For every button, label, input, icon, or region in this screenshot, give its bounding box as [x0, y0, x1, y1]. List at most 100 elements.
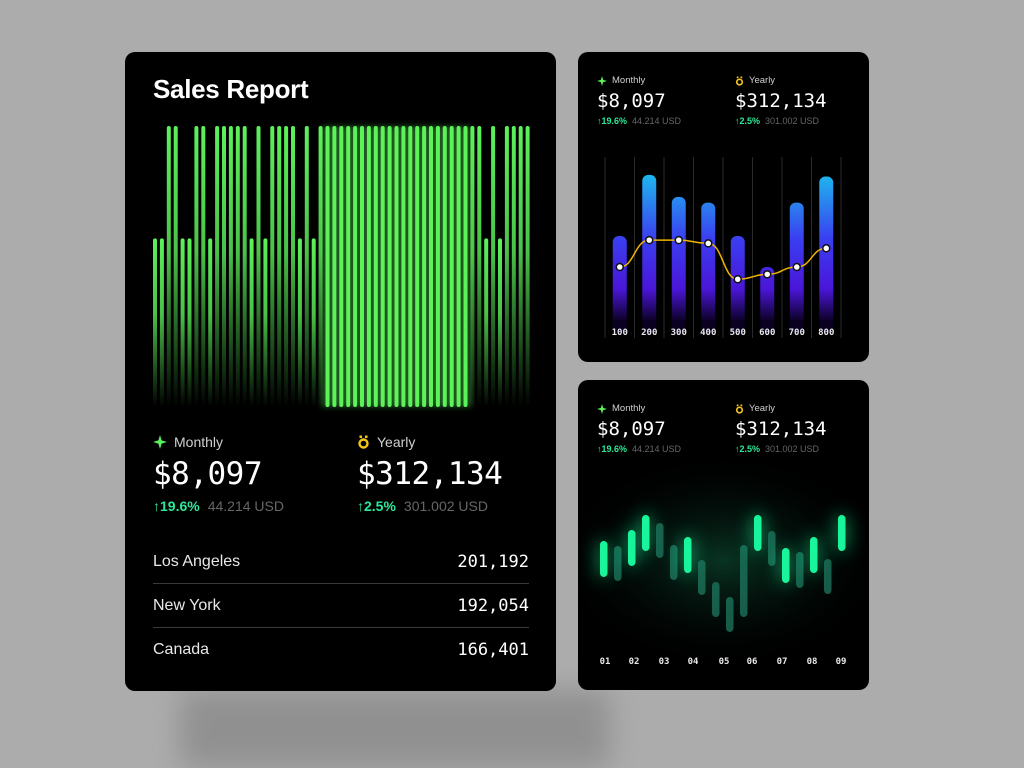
monthly-change: ↑19.6%: [597, 444, 628, 454]
bar: [249, 238, 254, 407]
data-point: [704, 239, 713, 248]
bar: [491, 126, 496, 407]
x-tick-label: 300: [671, 328, 687, 338]
bar: [456, 126, 461, 407]
bar: [484, 238, 489, 407]
bar: [449, 126, 454, 407]
yearly-change: ↑2.5%: [735, 116, 761, 126]
bar: [194, 126, 199, 407]
bar: [401, 126, 406, 407]
region-name: New York: [153, 596, 221, 614]
yearly-value: $312,134: [735, 90, 827, 112]
range-bar: [796, 552, 804, 588]
bar: [153, 238, 157, 407]
yearly-stat: Yearly $312,134 ↑2.5% 301.002 USD: [735, 75, 827, 126]
list-item[interactable]: Canada 166,401: [153, 628, 529, 672]
bar: [297, 238, 302, 407]
bar: [415, 126, 420, 407]
range-bar: [642, 515, 650, 551]
monthly-change: ↑19.6%: [153, 498, 200, 514]
range-bar: [810, 537, 818, 573]
monthly-prev: 44.214 USD: [207, 498, 284, 514]
bar: [235, 126, 240, 407]
medal-icon: [358, 435, 369, 449]
bar: [819, 176, 834, 334]
bar: [463, 126, 468, 407]
x-tick-label: 100: [612, 328, 628, 338]
data-point: [763, 270, 772, 279]
range-bar: [740, 545, 748, 617]
x-tick-label: 05: [719, 657, 730, 667]
bar: [222, 126, 226, 407]
bar: [166, 126, 171, 407]
bar: [760, 267, 775, 334]
range-bar: [824, 559, 832, 594]
monthly-stat: Monthly $8,097 ↑19.6% 44.214 USD: [153, 434, 284, 514]
bar: [504, 126, 509, 407]
bar: [498, 238, 502, 407]
bar: [346, 126, 351, 407]
yearly-label: Yearly: [749, 403, 776, 414]
list-item[interactable]: Los Angeles 201,192: [153, 540, 529, 584]
bar: [311, 238, 316, 407]
range-bar-card: 01 02 03 04 05 06 07 08 09 Monthly $8,097 ↑19.6%…: [578, 380, 869, 690]
bar: [339, 126, 344, 407]
range-bar: [712, 582, 720, 617]
yearly-stat: Yearly $312,134 ↑2.5% 301.002 USD: [735, 403, 827, 454]
x-tick-label: 08: [807, 657, 818, 667]
bar: [304, 126, 309, 407]
bar: [671, 196, 686, 334]
data-point: [645, 235, 654, 245]
bar: [642, 174, 657, 334]
x-tick-label: 03: [659, 657, 670, 667]
monthly-label: Monthly: [612, 75, 646, 86]
bar: [525, 126, 530, 407]
barcode-bar-chart: [153, 126, 530, 407]
bar: [366, 126, 371, 407]
monthly-label: Monthly: [174, 434, 224, 450]
bar: [394, 126, 399, 407]
page-title: Sales Report: [153, 74, 309, 104]
bar: [215, 126, 220, 407]
medal-icon: [735, 404, 744, 414]
yearly-stat: Yearly $312,134 ↑2.5% 301.002 USD: [357, 434, 503, 514]
region-list: Los Angeles 201,192 New York 192,054 Canad…: [153, 540, 529, 672]
bar: [353, 126, 358, 407]
x-tick-label: 600: [759, 328, 775, 338]
monthly-change: ↑19.6%: [597, 116, 628, 126]
bar: [270, 126, 275, 407]
yearly-prev: 301.002 USD: [403, 498, 488, 514]
range-bar: [600, 541, 608, 577]
x-tick-label: 02: [629, 657, 640, 667]
bar: [242, 126, 247, 407]
bar: [284, 126, 289, 407]
card-shadow: [180, 690, 610, 768]
sales-report-card: Sales Report Monthly $8,097 ↑19.6% 44.214…: [125, 52, 556, 691]
bar: [408, 126, 413, 407]
x-tick-label: 06: [747, 657, 758, 667]
yearly-value: $312,134: [735, 418, 827, 440]
bar: [360, 126, 364, 407]
monthly-value: $8,097: [597, 90, 666, 112]
yearly-prev: 301.002 USD: [765, 116, 820, 126]
x-tick-label: 400: [700, 328, 716, 338]
bar: [422, 126, 427, 407]
bar: [256, 126, 261, 407]
region-value: 201,192: [457, 551, 529, 572]
monthly-value: $8,097: [153, 456, 262, 492]
list-item[interactable]: New York 192,054: [153, 584, 529, 628]
monthly-prev: 44.214 USD: [632, 116, 682, 126]
x-tick-label: 09: [836, 657, 847, 667]
bar: [187, 238, 192, 407]
bar-line-chart: 100 200 300 400 500 600 700 800: [604, 157, 842, 338]
bar: [435, 126, 440, 407]
data-point: [792, 262, 801, 272]
x-tick-label: 07: [777, 657, 788, 667]
bar: [277, 126, 282, 407]
region-value: 192,054: [457, 595, 529, 616]
x-tick-label: 800: [818, 328, 834, 338]
bar: [380, 126, 385, 407]
bar: [470, 126, 475, 407]
bar: [429, 126, 433, 407]
range-bar: [754, 515, 762, 551]
